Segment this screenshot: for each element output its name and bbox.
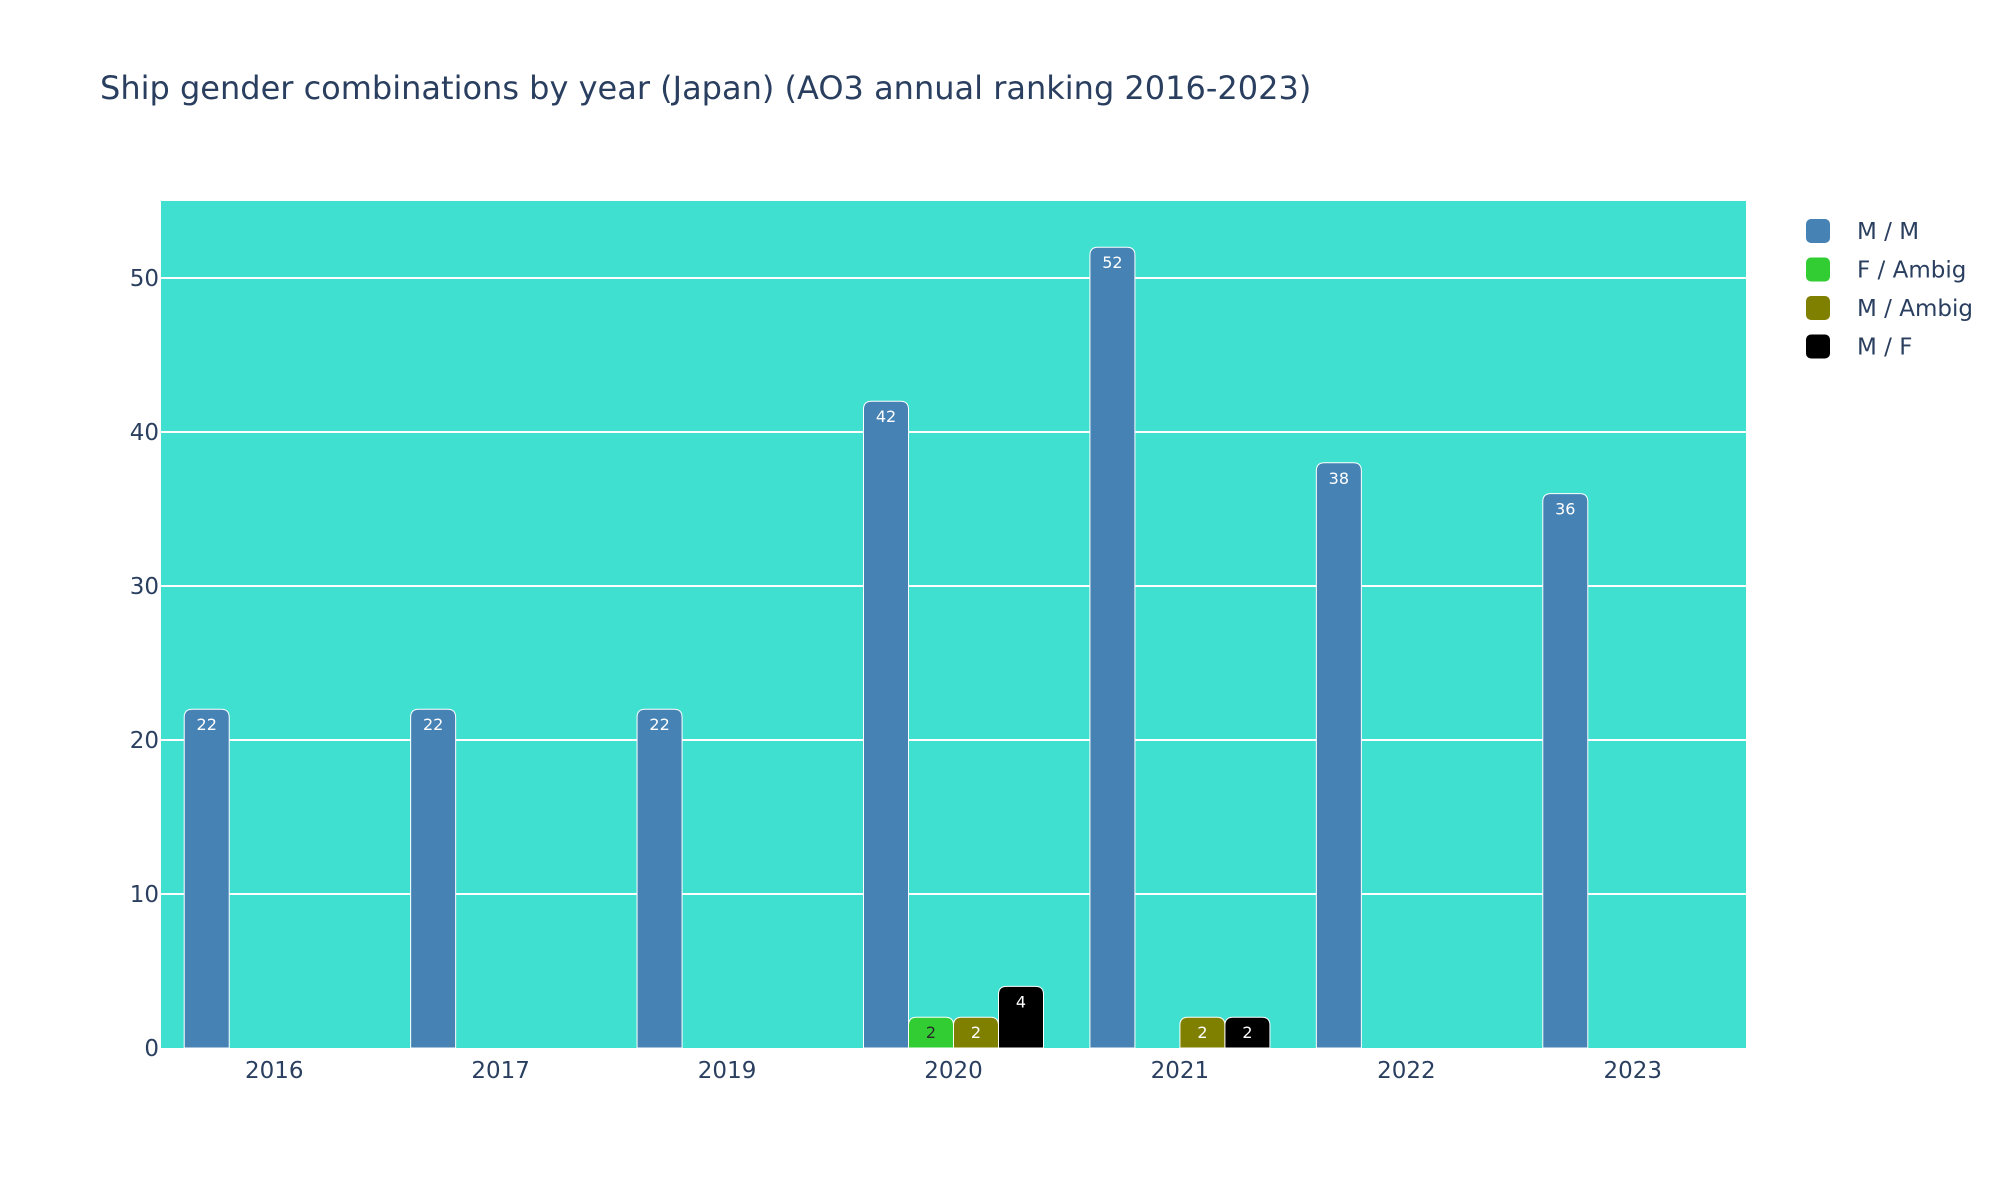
- bar: [1542, 493, 1589, 1049]
- legend-label: M / F: [1857, 335, 1912, 361]
- legend-item[interactable]: M / Ambig: [1806, 296, 1973, 322]
- bar-value-label: 22: [649, 715, 669, 734]
- bar-value-label: 52: [1102, 253, 1122, 272]
- bars: [183, 246, 1589, 1049]
- bar: [998, 985, 1044, 1049]
- legend-swatch: [1806, 257, 1830, 282]
- bar: [863, 400, 909, 1049]
- bar-value-label: 42: [876, 407, 896, 426]
- bar: [183, 708, 230, 1049]
- legend-swatch: [1806, 219, 1830, 243]
- bar-value-label: 2: [926, 1023, 936, 1042]
- legend-swatch: [1806, 296, 1830, 320]
- x-tick-label: 2021: [1151, 1058, 1210, 1084]
- legend-label: M / M: [1857, 219, 1919, 245]
- y-tick-label: 10: [130, 882, 159, 908]
- y-tick-label: 0: [144, 1036, 159, 1062]
- bar: [1315, 462, 1362, 1049]
- legend-swatch: [1806, 334, 1830, 359]
- legend: M / M F / Ambig M / Ambig M / F: [1806, 219, 1973, 361]
- x-tick-label: 2020: [924, 1058, 983, 1084]
- legend-item[interactable]: M / F: [1806, 334, 1912, 361]
- bar-value-label: 36: [1555, 500, 1575, 519]
- x-tick-label: 2023: [1604, 1058, 1663, 1084]
- legend-label: M / Ambig: [1857, 296, 1973, 322]
- chart-title: Ship gender combinations by year (Japan)…: [100, 69, 1311, 107]
- bar: [1224, 1016, 1271, 1049]
- y-tick-label: 30: [130, 574, 159, 600]
- x-tick-label: 2017: [471, 1058, 530, 1084]
- legend-item[interactable]: F / Ambig: [1806, 257, 1966, 284]
- y-tick-label: 50: [130, 266, 159, 292]
- x-tick-label: 2019: [698, 1058, 757, 1084]
- x-axis: 2016 2017 2019 2020 2021 2022 2023: [245, 1058, 1662, 1084]
- bar: [1089, 246, 1136, 1049]
- y-axis: 0 10 20 30 40 50: [130, 266, 159, 1062]
- bar: [410, 708, 457, 1049]
- legend-label: F / Ambig: [1857, 258, 1966, 284]
- bar-value-label: 22: [423, 715, 443, 734]
- y-tick-label: 40: [130, 420, 159, 446]
- legend-item[interactable]: M / M: [1806, 219, 1919, 245]
- x-tick-label: 2022: [1377, 1058, 1436, 1084]
- x-tick-label: 2016: [245, 1058, 304, 1084]
- bar-value-label: 4: [1016, 992, 1026, 1011]
- bar-value-label: 38: [1329, 469, 1349, 488]
- bar-value-label: 2: [1197, 1023, 1207, 1042]
- bar-value-label: 22: [197, 715, 217, 734]
- bar: [636, 708, 683, 1049]
- y-tick-label: 20: [130, 728, 159, 754]
- bar-value-label: 2: [971, 1023, 981, 1042]
- bar-value-label: 2: [1242, 1023, 1252, 1042]
- plot-area: [161, 201, 1746, 1048]
